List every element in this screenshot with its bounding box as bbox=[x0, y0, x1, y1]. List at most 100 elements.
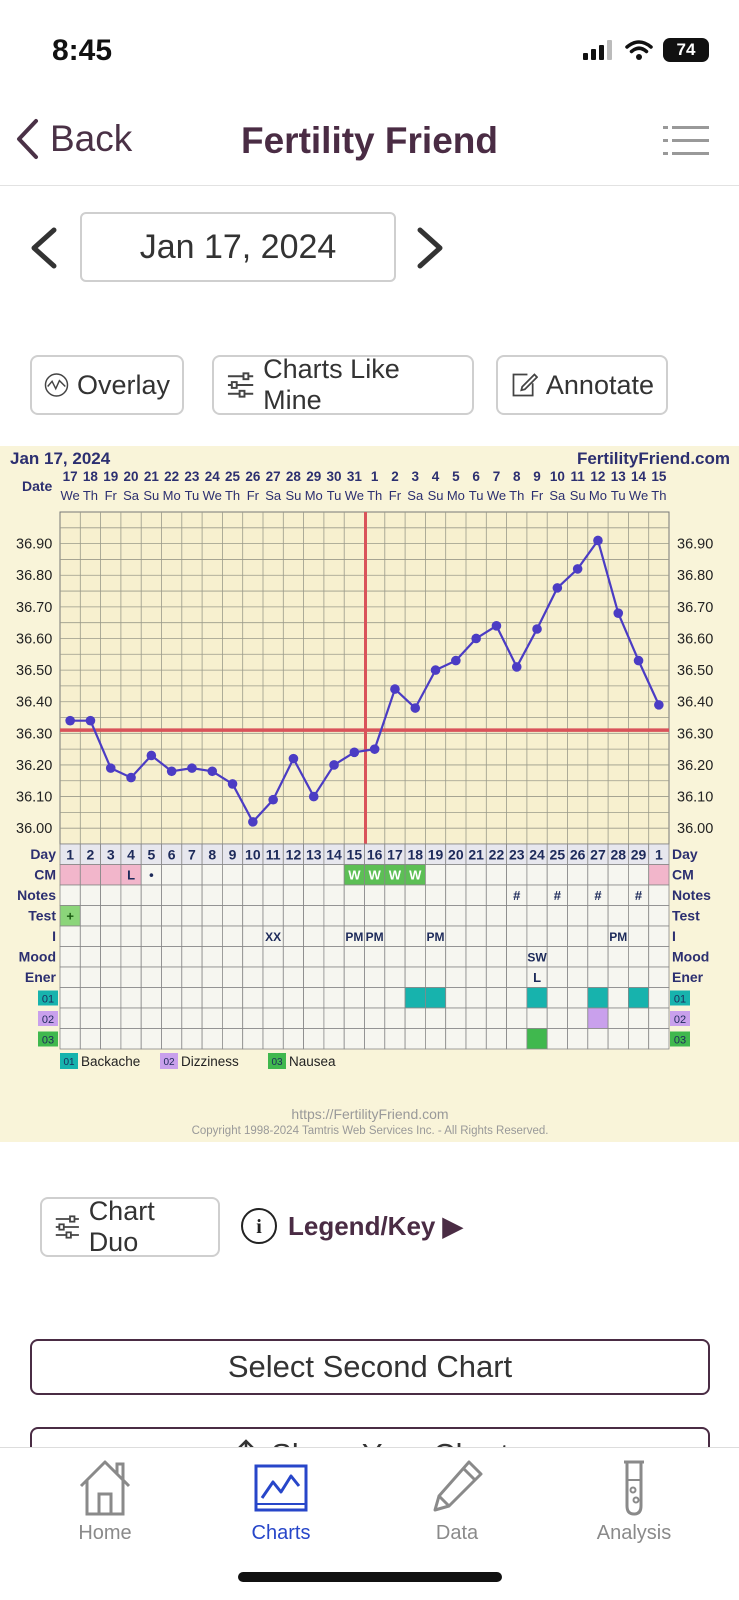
legend-key-label: Legend/Key ▶ bbox=[288, 1210, 463, 1241]
table-cell bbox=[404, 905, 426, 927]
cycle-day-label: 1 bbox=[655, 847, 663, 863]
table-cell bbox=[79, 946, 102, 968]
table-cell bbox=[221, 905, 244, 927]
temp-tick-label-left: 36.20 bbox=[16, 758, 52, 774]
obs-cell-value: # bbox=[513, 888, 521, 903]
table-cell bbox=[648, 884, 670, 906]
weekday-tick-label: Mo bbox=[305, 488, 323, 503]
table-cell bbox=[587, 987, 609, 1009]
table-cell bbox=[201, 884, 223, 906]
table-cell bbox=[343, 905, 365, 927]
table-cell bbox=[628, 905, 650, 927]
next-date-button[interactable] bbox=[414, 226, 448, 270]
table-cell bbox=[506, 1007, 528, 1029]
table-cell bbox=[242, 925, 264, 947]
table-cell bbox=[506, 864, 528, 886]
table-cell bbox=[140, 1028, 162, 1050]
table-cell bbox=[303, 905, 325, 927]
table-cell bbox=[221, 966, 244, 988]
info-icon: i bbox=[241, 1208, 277, 1244]
table-cell bbox=[343, 1007, 365, 1029]
tab-data[interactable]: Data bbox=[377, 1456, 537, 1556]
table-cell bbox=[485, 987, 507, 1009]
table-cell bbox=[303, 987, 325, 1009]
temperature-point bbox=[187, 763, 197, 773]
select-second-chart-button[interactable]: Select Second Chart bbox=[30, 1339, 710, 1395]
table-cell bbox=[526, 987, 548, 1009]
symptom-code-badge bbox=[670, 1011, 690, 1026]
table-cell bbox=[506, 987, 528, 1009]
table-cell bbox=[445, 905, 467, 927]
table-cell bbox=[567, 905, 589, 927]
legend-key-link[interactable]: i Legend/Key ▶ bbox=[240, 1207, 463, 1245]
table-cell bbox=[404, 884, 426, 906]
nav-bar: Back Fertility Friend bbox=[0, 100, 739, 186]
table-cell bbox=[445, 1028, 467, 1050]
obs-row-label-right: Mood bbox=[672, 949, 709, 965]
temperature-point bbox=[268, 794, 278, 805]
chart-duo-row: Chart Duo i Legend/Key ▶ bbox=[0, 1196, 739, 1259]
date-field[interactable]: Jan 17, 2024 bbox=[80, 212, 396, 282]
weekday-tick-label: Sa bbox=[265, 488, 282, 503]
overlay-icon bbox=[44, 373, 69, 397]
temperature-point bbox=[227, 779, 238, 789]
table-cell bbox=[140, 946, 162, 968]
table-cell bbox=[607, 905, 629, 927]
chart-duo-button[interactable]: Chart Duo bbox=[40, 1196, 220, 1257]
weekday-tick-label: Tu bbox=[469, 488, 484, 503]
table-cell bbox=[465, 864, 487, 886]
table-cell bbox=[424, 864, 447, 886]
table-cell bbox=[201, 905, 223, 927]
obs-cell-value: • bbox=[149, 868, 154, 883]
date-tick-label: 7 bbox=[493, 469, 501, 484]
table-cell bbox=[201, 864, 223, 886]
tab-analysis[interactable]: Analysis bbox=[554, 1456, 714, 1556]
charts-like-mine-button[interactable]: Charts Like Mine bbox=[212, 354, 474, 415]
symptom-code-badge bbox=[38, 1031, 58, 1047]
weekday-tick-label: Sa bbox=[407, 488, 424, 503]
tab-charts[interactable]: Charts bbox=[201, 1456, 361, 1556]
table-cell bbox=[79, 925, 102, 947]
table-cell bbox=[343, 987, 365, 1009]
temp-tick-label-right: 36.10 bbox=[677, 790, 713, 806]
table-cell bbox=[567, 884, 589, 906]
cycle-day-label: 6 bbox=[168, 847, 176, 863]
table-cell bbox=[242, 946, 264, 968]
symptom-legend-code: 03 bbox=[271, 1057, 283, 1068]
cycle-day-label: 4 bbox=[127, 847, 135, 863]
obs-cell-value: PM bbox=[609, 930, 627, 944]
annotate-button[interactable]: Annotate bbox=[496, 355, 668, 415]
table-cell bbox=[404, 966, 426, 988]
table-cell bbox=[140, 925, 162, 947]
table-cell bbox=[303, 1007, 325, 1029]
temperature-point bbox=[552, 583, 563, 593]
table-cell bbox=[303, 966, 325, 988]
weekday-tick-label: Su bbox=[428, 488, 444, 503]
tab-home[interactable]: Home bbox=[25, 1456, 185, 1556]
symptom-code-badge bbox=[38, 990, 58, 1006]
table-cell bbox=[648, 864, 670, 886]
table-cell bbox=[648, 1007, 670, 1029]
table-cell bbox=[120, 987, 142, 1009]
table-cell bbox=[384, 946, 406, 968]
home-indicator bbox=[238, 1572, 502, 1582]
overlay-button[interactable]: Overlay bbox=[30, 355, 184, 415]
table-cell bbox=[100, 884, 122, 906]
table-cell bbox=[100, 1028, 122, 1050]
previous-date-button[interactable] bbox=[26, 226, 60, 270]
weekday-tick-label: We bbox=[61, 488, 80, 503]
temperature-point bbox=[654, 700, 664, 710]
list-menu-icon[interactable] bbox=[663, 124, 709, 158]
weekday-tick-label: We bbox=[203, 488, 222, 503]
table-cell bbox=[120, 884, 142, 906]
obs-row-label-right: I bbox=[672, 928, 676, 944]
table-cell bbox=[140, 905, 162, 927]
table-cell bbox=[445, 884, 467, 906]
temp-tick-label-right: 36.20 bbox=[677, 758, 713, 774]
back-button[interactable]: Back bbox=[14, 118, 132, 160]
cycle-day-label: 14 bbox=[326, 847, 342, 863]
table-cell bbox=[181, 884, 203, 906]
obs-row-label: Ener bbox=[25, 969, 57, 985]
table-cell bbox=[384, 1028, 406, 1050]
cycle-day-label: 1 bbox=[66, 847, 74, 863]
